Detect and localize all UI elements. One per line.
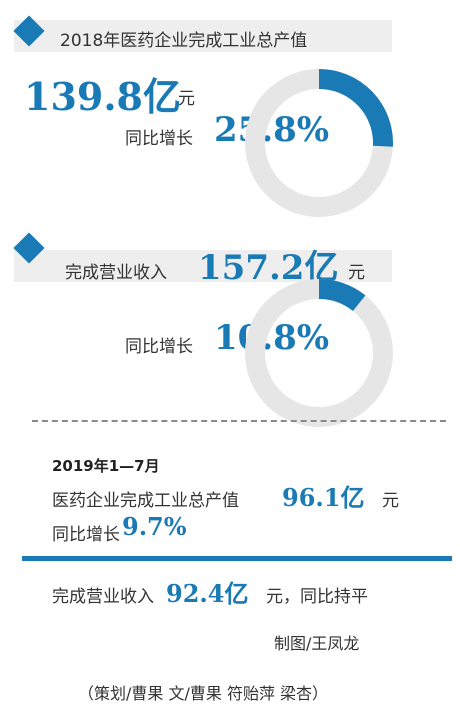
section1-growth-label: 同比增长 <box>125 129 193 149</box>
donut-value-slice <box>318 69 393 147</box>
section3-output-value: 96.1亿 <box>282 483 365 512</box>
section4-suffix: 元，同比持平 <box>266 587 368 607</box>
section2-growth-label: 同比增长 <box>125 337 193 357</box>
section2-title: 完成营业收入 <box>65 263 167 283</box>
section2-title-bar <box>14 250 392 282</box>
section1-value: 139.8亿 <box>24 74 181 119</box>
section1-title: 2018年医药企业完成工业总产值 <box>60 31 308 51</box>
section3-growth-value: 9.7% <box>122 512 187 541</box>
period-label: 2019年1—7月 <box>52 457 160 475</box>
blue-divider <box>22 556 452 561</box>
donut-chart-revenue-growth <box>245 279 393 427</box>
section1-unit: 元 <box>178 89 195 109</box>
donut-track-slice <box>245 279 393 427</box>
section3-growth-label: 同比增长 <box>52 525 120 545</box>
donut-value-slice <box>318 279 366 312</box>
section1-title-bar <box>14 20 392 52</box>
dashed-divider <box>32 420 446 422</box>
section4-value: 92.4亿 <box>166 579 249 608</box>
section3-output-unit: 元 <box>382 491 399 511</box>
section4-label: 完成营业收入 <box>52 587 154 607</box>
chart-credit: 制图/王凤龙 <box>274 634 360 653</box>
section3-output-label: 医药企业完成工业总产值 <box>52 491 239 511</box>
section2-unit: 元 <box>348 263 365 283</box>
donut-chart-output-growth <box>245 69 393 217</box>
planning-credit: （策划/曹果 文/曹果 符贻萍 梁杏） <box>78 684 329 703</box>
